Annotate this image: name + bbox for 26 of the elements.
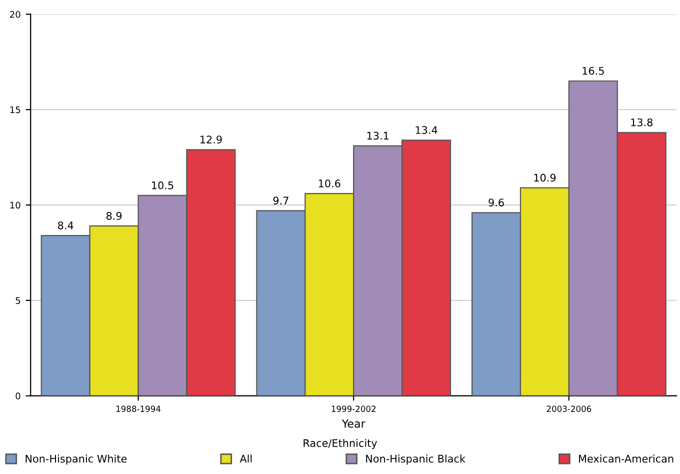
y-tick-label: 15: [10, 106, 20, 114]
data-label: 8.9: [106, 212, 122, 220]
y-tick-label: 5: [16, 297, 20, 304]
y-tick-label: 20: [10, 10, 20, 18]
legend-title: Race/Ethnicity: [304, 438, 378, 450]
legend-label: Non-Hispanic White: [26, 454, 127, 465]
x-tick-label: 1999-2002: [332, 406, 376, 412]
legend-label: Mexican-American: [579, 454, 674, 463]
legend-label: Non-Hispanic Black: [366, 454, 466, 465]
data-label: 8.4: [58, 221, 74, 230]
data-label: 13.8: [631, 118, 652, 126]
x-tick-label: 2003-2006: [546, 406, 592, 412]
data-label: 10.6: [318, 179, 340, 188]
data-label: 13.1: [367, 132, 388, 140]
data-label: 9.6: [488, 198, 504, 206]
y-tick-label: 0: [16, 392, 20, 400]
x-axis-title: Year: [342, 419, 366, 428]
legend-label: All: [240, 454, 252, 462]
data-label: 12.9: [200, 136, 222, 144]
data-label: 16.5: [582, 66, 604, 75]
data-label: 9.7: [273, 196, 288, 205]
data-label: 13.4: [416, 126, 438, 134]
data-label: 10.5: [152, 181, 174, 190]
data-label: 10.9: [534, 174, 556, 182]
y-tick-label: 10: [10, 202, 20, 209]
x-tick-label: 1988-1994: [116, 406, 161, 412]
